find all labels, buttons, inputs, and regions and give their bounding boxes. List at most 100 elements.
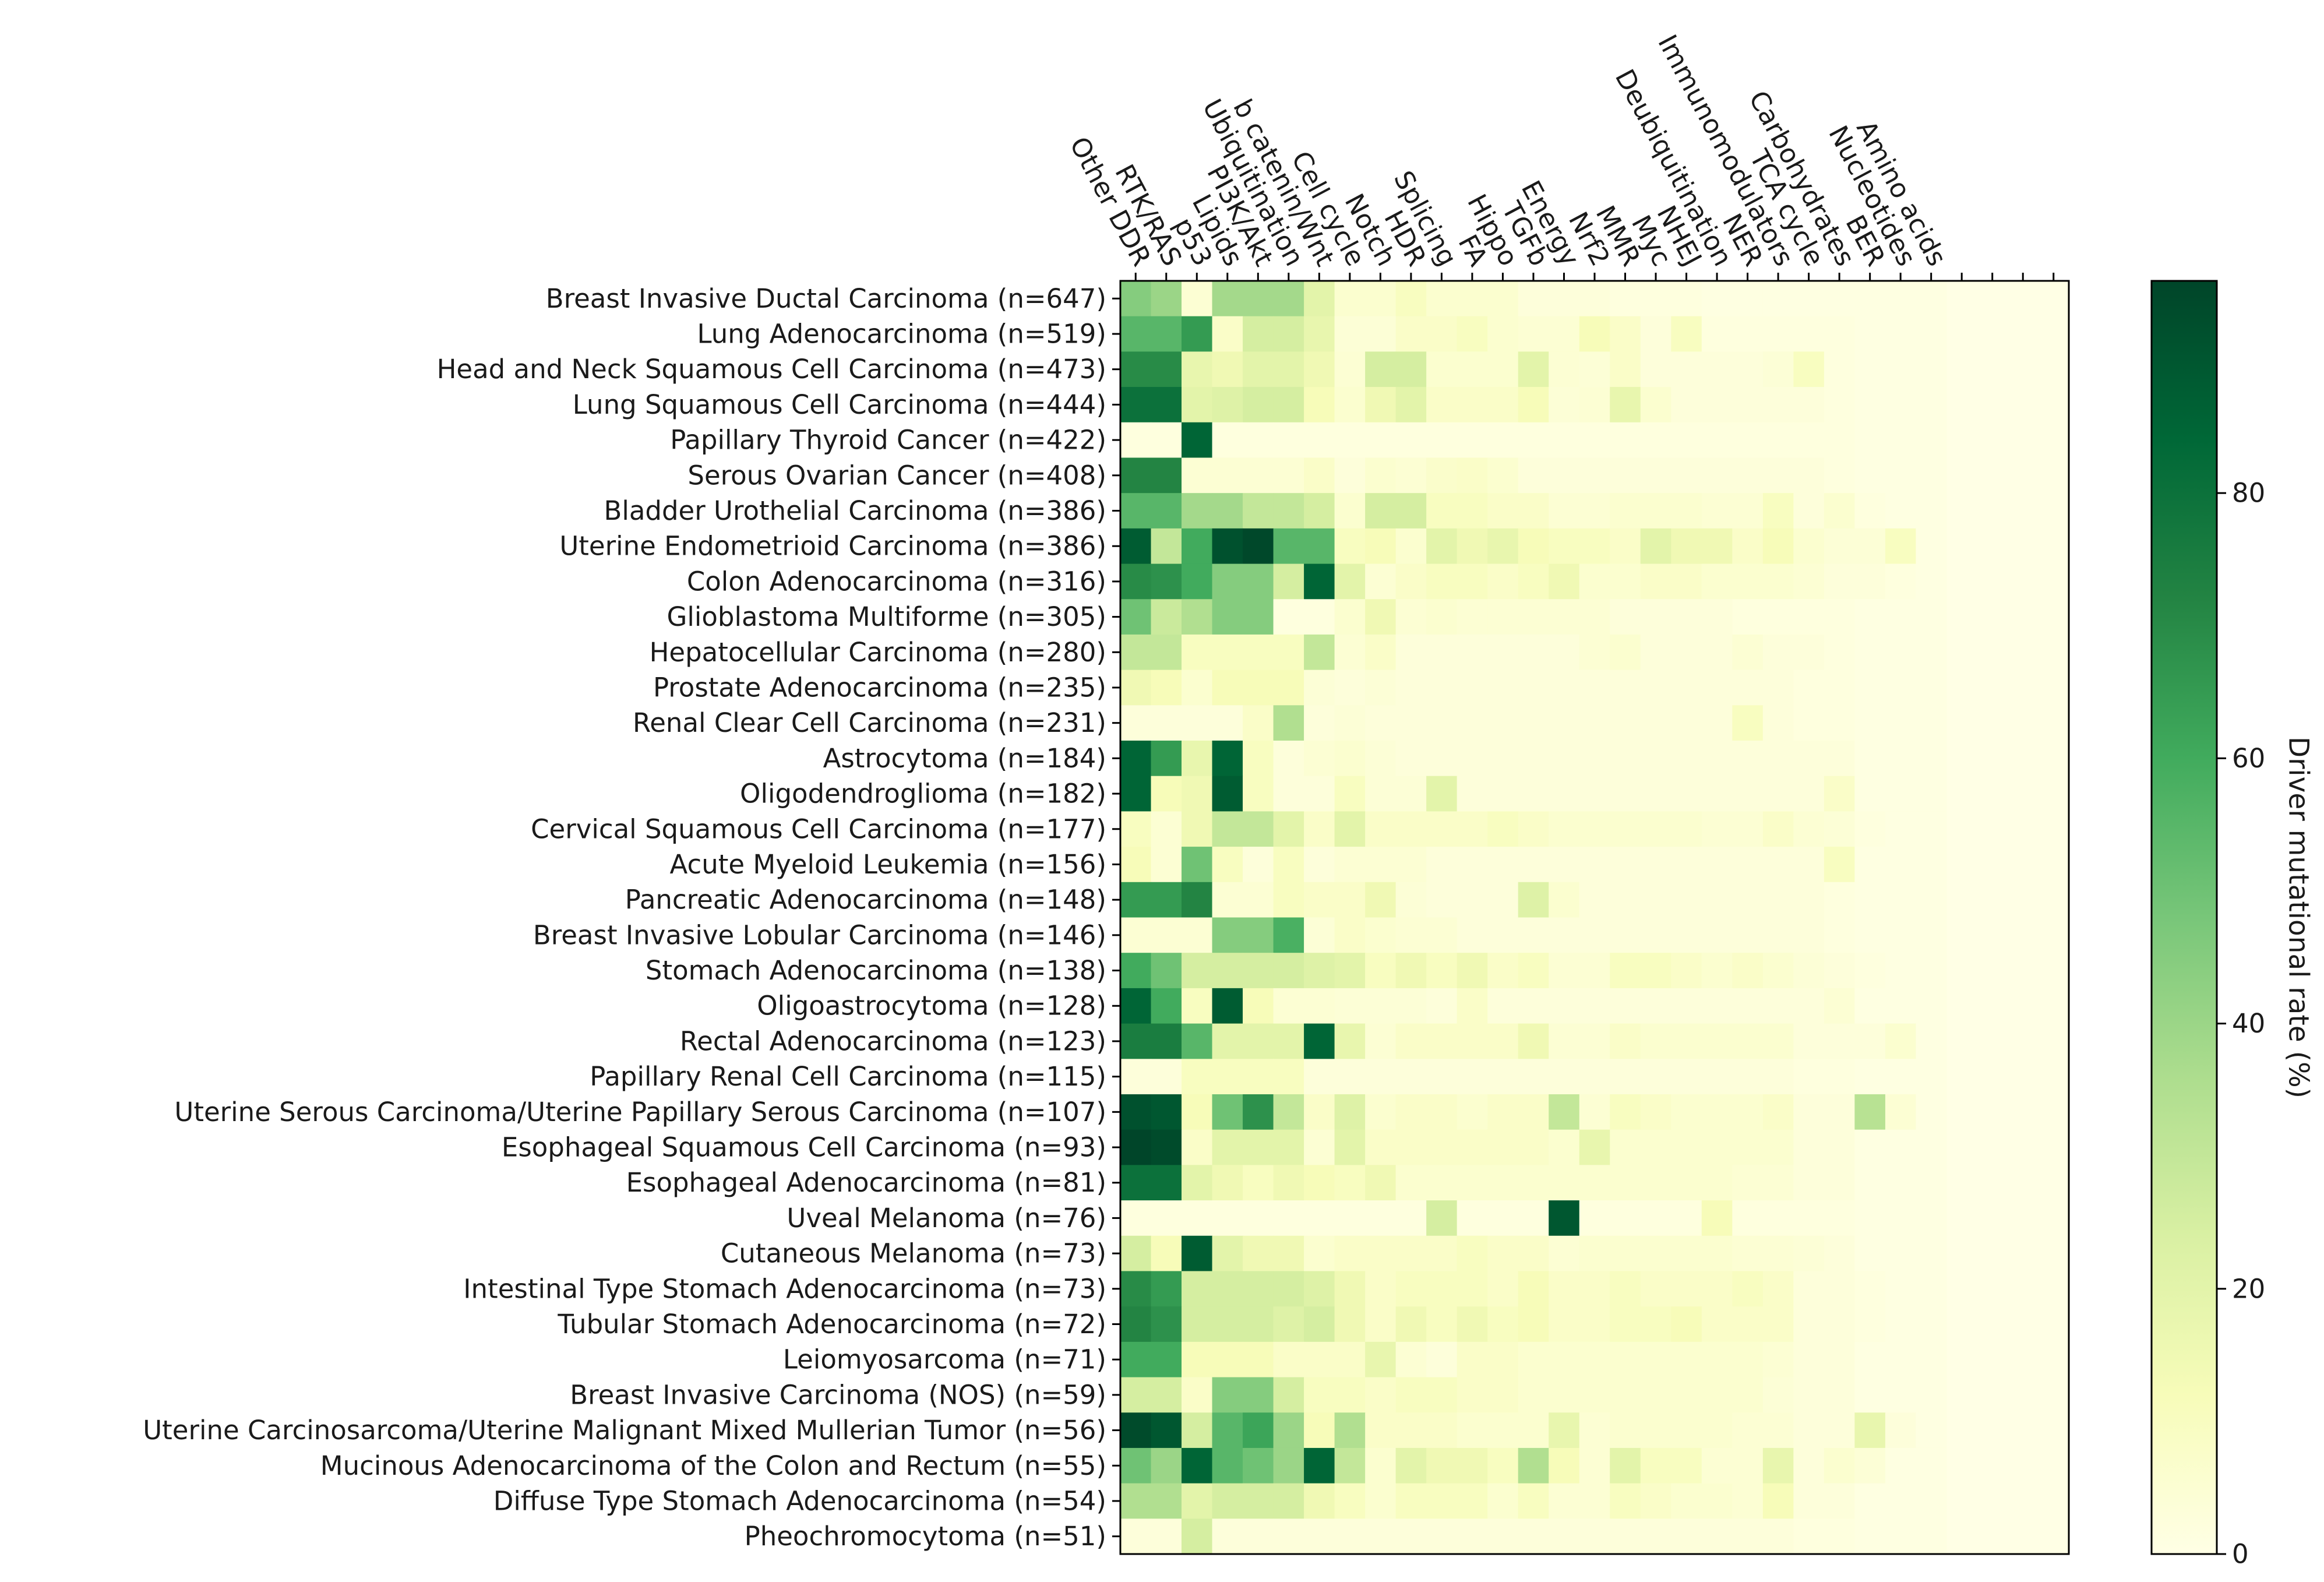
row-label: Oligodendroglioma (n=182): [740, 778, 1106, 809]
heatmap-cell: [1701, 422, 1733, 459]
heatmap-cell: [1334, 1518, 1366, 1555]
heatmap-cell: [1212, 422, 1243, 459]
heatmap-cell: [1457, 1306, 1488, 1343]
heatmap-cell: [1579, 776, 1610, 812]
heatmap-cell: [1487, 917, 1519, 953]
column-labels: Other DDRRTK/RASp53LipidsPI3K/AktUbiquit…: [1064, 30, 2055, 281]
heatmap-cell: [1304, 1129, 1335, 1165]
heatmap-cell: [1365, 882, 1396, 918]
heatmap-cell: [1365, 705, 1396, 741]
heatmap-cell: [1579, 847, 1610, 883]
heatmap-cell: [1579, 457, 1610, 494]
heatmap-cell: [1793, 351, 1825, 387]
heatmap-cell: [1671, 988, 1702, 1024]
heatmap-cell: [1182, 1306, 1213, 1343]
heatmap-cell: [1854, 917, 1886, 953]
row-label: Lung Adenocarcinoma (n=519): [697, 319, 1106, 350]
heatmap-cell: [1120, 1306, 1152, 1343]
heatmap-cell: [1457, 1200, 1488, 1236]
heatmap-cell: [1151, 1412, 1182, 1449]
heatmap-cell: [1610, 1306, 1641, 1343]
heatmap-cell: [1579, 422, 1610, 459]
heatmap-cell: [1334, 776, 1366, 812]
heatmap-cell: [1762, 351, 1794, 387]
heatmap-cell: [1487, 670, 1519, 706]
heatmap-cell: [1854, 1059, 1886, 1095]
heatmap-cell: [1701, 634, 1733, 671]
heatmap-cell: [1212, 705, 1243, 741]
heatmap-cell: [1640, 1377, 1671, 1413]
heatmap-cell: [1885, 528, 1917, 565]
heatmap-cell: [1243, 563, 1274, 600]
heatmap-cell: [1487, 351, 1519, 387]
heatmap-cell: [1457, 387, 1488, 423]
heatmap-cell: [1426, 1059, 1458, 1095]
heatmap-cell: [1334, 705, 1366, 741]
heatmap-cell: [1395, 281, 1427, 317]
heatmap-cell: [1640, 917, 1671, 953]
heatmap-cell: [1854, 705, 1886, 741]
heatmap-cell: [1212, 1377, 1243, 1413]
heatmap-cell: [1549, 847, 1580, 883]
heatmap-cell: [1182, 1200, 1213, 1236]
heatmap-cell: [1212, 670, 1243, 706]
heatmap-cell: [1762, 1306, 1794, 1343]
heatmap-cell: [1854, 847, 1886, 883]
heatmap-cell: [1334, 1306, 1366, 1343]
heatmap-cell: [1457, 563, 1488, 600]
heatmap-cell: [1426, 1377, 1458, 1413]
heatmap-cell: [1120, 1023, 1152, 1059]
heatmap-cell: [1854, 1235, 1886, 1272]
heatmap-cell: [1334, 387, 1366, 423]
heatmap-cell: [1334, 988, 1366, 1024]
heatmap-cell: [1916, 1518, 1947, 1555]
heatmap-cell: [1579, 1271, 1610, 1307]
heatmap-cell: [1762, 1129, 1794, 1165]
heatmap-cell: [1395, 705, 1427, 741]
heatmap-cell: [1395, 1059, 1427, 1095]
heatmap-cell: [1365, 1094, 1396, 1130]
heatmap-cell: [1273, 811, 1304, 847]
heatmap-cell: [1824, 988, 1855, 1024]
heatmap-cell: [1273, 1306, 1304, 1343]
heatmap-cell: [1762, 1023, 1794, 1059]
heatmap-cell: [1762, 1518, 1794, 1555]
heatmap-cell: [1824, 316, 1855, 352]
heatmap-cell: [1182, 316, 1213, 352]
heatmap-cell: [1487, 493, 1519, 529]
heatmap-cell: [1487, 705, 1519, 741]
heatmap-cell: [1182, 1271, 1213, 1307]
heatmap-cell: [1732, 705, 1764, 741]
heatmap-cell: [1824, 917, 1855, 953]
heatmap-cell: [1334, 917, 1366, 953]
heatmap-cell: [1334, 634, 1366, 671]
heatmap-cell: [1824, 599, 1855, 635]
row-label: Breast Invasive Lobular Carcinoma (n=146…: [533, 919, 1106, 950]
heatmap-cell: [1487, 1412, 1519, 1449]
row-label: Uterine Serous Carcinoma/Uterine Papilla…: [174, 1097, 1106, 1128]
heatmap-cell: [1732, 1059, 1764, 1095]
heatmap-cell: [1579, 1518, 1610, 1555]
heatmap-cell: [1151, 528, 1182, 565]
heatmap-cell: [1579, 1129, 1610, 1165]
heatmap-cell: [1885, 988, 1917, 1024]
heatmap-cell: [1243, 1447, 1274, 1484]
heatmap-cell: [1243, 599, 1274, 635]
heatmap-cell: [1640, 776, 1671, 812]
heatmap-cell: [1732, 1023, 1764, 1059]
heatmap-cell: [1793, 776, 1825, 812]
heatmap-cell: [1579, 634, 1610, 671]
heatmap-cell: [1610, 1341, 1641, 1378]
heatmap-cell: [1793, 1059, 1825, 1095]
heatmap-cell: [1732, 457, 1764, 494]
heatmap-cell: [1793, 1377, 1825, 1413]
heatmap-cell: [1120, 741, 1152, 777]
heatmap-cell: [1885, 953, 1917, 989]
heatmap-cell: [1243, 457, 1274, 494]
heatmap-cell: [1212, 1306, 1243, 1343]
heatmap-cell: [1732, 1483, 1764, 1519]
heatmap-cell: [1151, 988, 1182, 1024]
heatmap-cell: [1701, 1306, 1733, 1343]
heatmap-cell: [1518, 776, 1549, 812]
heatmap-cell: [1640, 1129, 1671, 1165]
